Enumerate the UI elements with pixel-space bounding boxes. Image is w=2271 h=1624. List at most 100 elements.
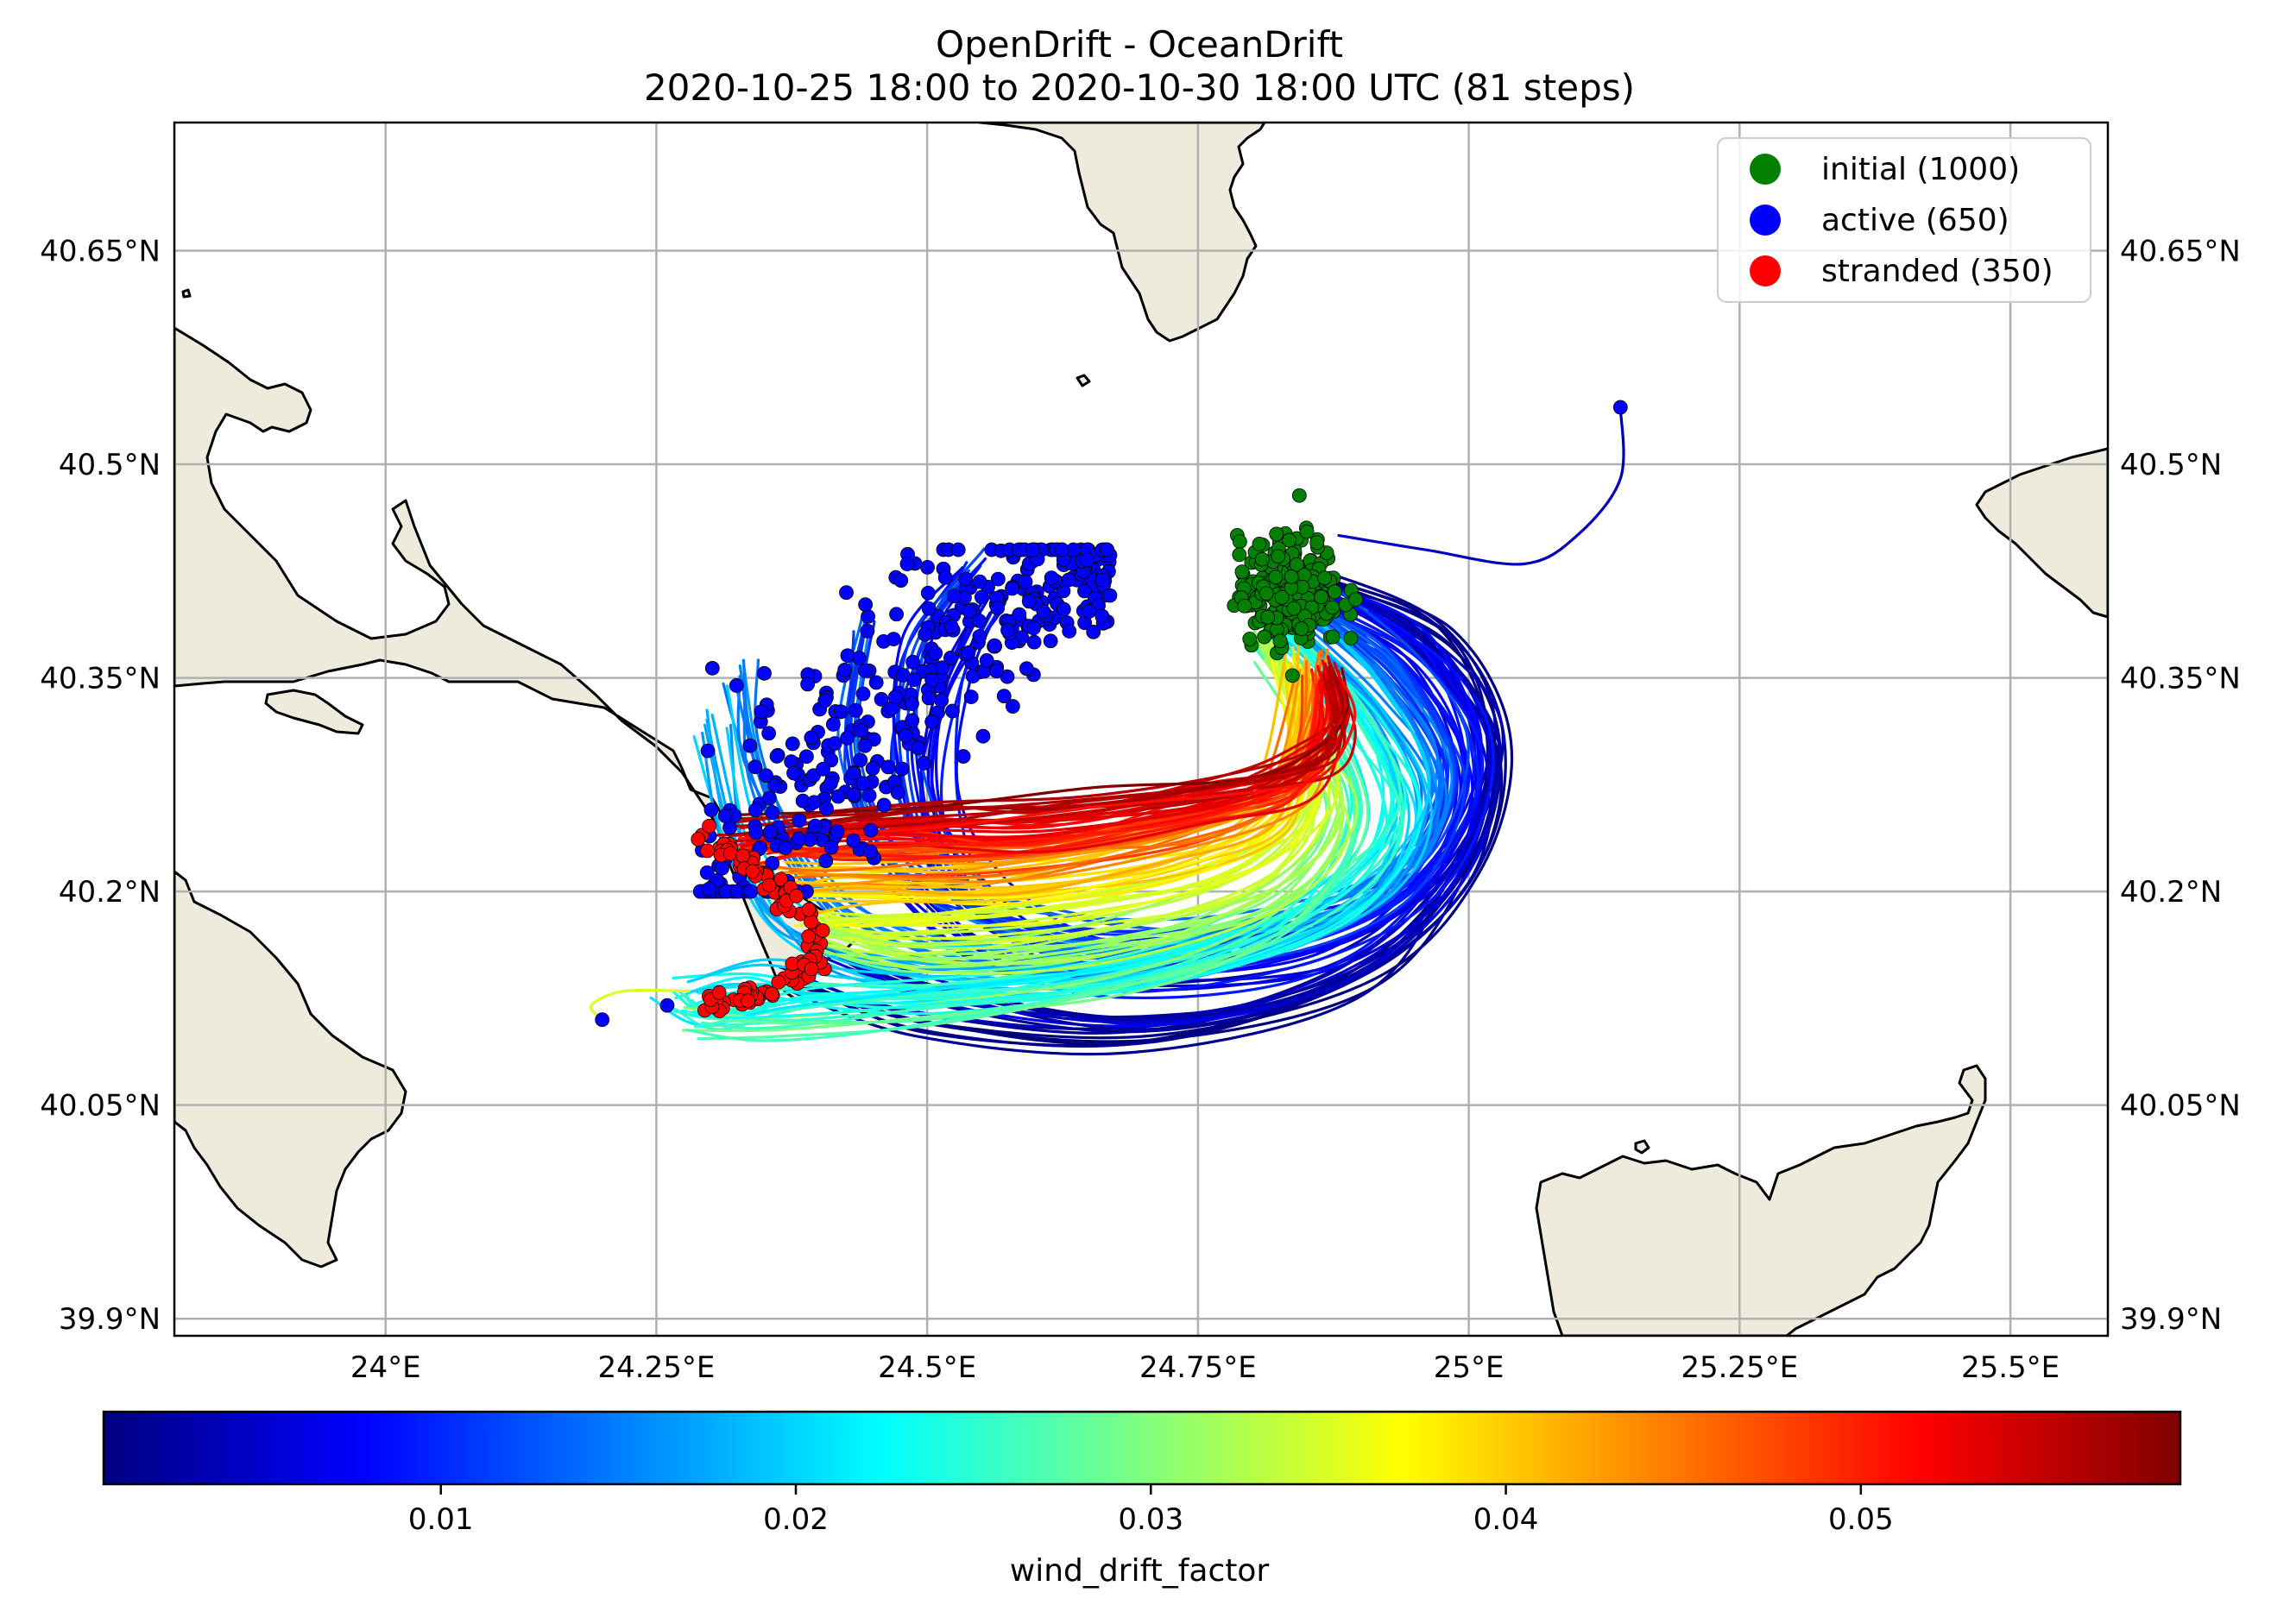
particle-active-383 — [893, 573, 909, 589]
particle-active-265 — [857, 663, 873, 678]
colorbar-tick-label-3: 0.04 — [1473, 1502, 1539, 1537]
particle-active-377 — [786, 765, 801, 781]
particle-active-339 — [700, 743, 716, 758]
figure-title: OpenDrift - OceanDrift — [936, 23, 1343, 66]
lat-tick-label-right-3: 40.2°N — [2120, 875, 2222, 910]
particle-active-113 — [762, 790, 777, 806]
particle-active-361 — [860, 623, 875, 639]
particle-initial-254 — [1237, 598, 1252, 614]
particle-active-406 — [808, 818, 823, 834]
colorbar-ticks: 0.01 0.02 0.03 0.04 0.05 — [408, 1484, 1894, 1537]
particle-initial-245 — [1260, 609, 1276, 625]
particle-active-182 — [765, 805, 780, 821]
particle-initial-229 — [1289, 557, 1304, 572]
particle-active-outlier-1 — [595, 1012, 610, 1028]
particle-active-354 — [894, 761, 910, 777]
legend-label-active: active (650) — [1821, 203, 2009, 238]
particle-active-250 — [748, 759, 763, 775]
particle-active-305 — [947, 589, 962, 604]
particle-active-268 — [804, 730, 819, 746]
particle-stranded-47 — [804, 914, 818, 929]
lon-tick-label-1: 24.25°E — [598, 1350, 716, 1385]
latitude-ticks-left: 40.65°N 40.5°N 40.35°N 40.2°N 40.05°N 39.9°N — [40, 235, 161, 1338]
particle-initial-235 — [1272, 633, 1288, 649]
particle-initial-146 — [1325, 629, 1341, 645]
particle-active-45 — [853, 752, 868, 768]
legend-box — [1717, 137, 2091, 303]
trajectory-line-96 — [705, 638, 1370, 1025]
particle-active-229 — [889, 607, 904, 622]
particle-active-417 — [990, 601, 1006, 616]
particle-active-350 — [759, 768, 773, 784]
land-northwest-mainland — [174, 326, 856, 1003]
particle-initial-249 — [1232, 547, 1247, 563]
particle-active-31 — [748, 803, 763, 818]
particle-active-304 — [972, 629, 987, 644]
particle-active-411 — [890, 785, 905, 800]
particle-active-398 — [800, 677, 816, 692]
particle-active-288 — [963, 689, 979, 705]
particle-active-332 — [958, 571, 973, 587]
ocean-background — [174, 123, 2108, 1336]
particle-active-365 — [846, 787, 861, 803]
particle-initial-211 — [1252, 536, 1267, 551]
particle-stranded-27 — [745, 864, 760, 879]
particle-stranded-94 — [741, 993, 755, 1009]
particle-stranded-26 — [773, 872, 788, 887]
particle-active-298 — [974, 589, 989, 605]
particle-initial-255 — [1271, 549, 1286, 564]
particle-active-118 — [761, 726, 777, 741]
particle-active-343 — [753, 840, 768, 855]
particle-active-246 — [817, 693, 833, 708]
particle-active-235 — [1021, 594, 1037, 609]
trajectory-line-88 — [649, 633, 1371, 1027]
particle-active-10 — [868, 675, 884, 690]
lat-tick-label-right-2: 40.35°N — [2120, 662, 2241, 696]
trajectory-line-186 — [735, 679, 1339, 828]
particle-active-330 — [1094, 572, 1110, 588]
particle-active-166 — [729, 678, 744, 693]
particle-active-311 — [855, 776, 871, 791]
particle-active-257 — [1077, 583, 1092, 599]
colorbar-tick-label-4: 0.05 — [1828, 1502, 1894, 1537]
figure-subtitle: 2020-10-25 18:00 to 2020-10-30 18:00 UTC… — [644, 66, 1635, 109]
colorbar: 0.01 0.02 0.03 0.04 0.05 wind_drift_factor — [102, 1410, 2182, 1589]
lat-tick-label-right-1: 40.5°N — [2120, 448, 2222, 482]
land-islet-1 — [264, 689, 364, 735]
particle-active-355 — [830, 824, 845, 840]
lon-tick-label-2: 24.5°E — [878, 1350, 976, 1385]
particle-active-371 — [837, 662, 853, 677]
particle-initial-97 — [1343, 631, 1359, 646]
trajectory-line-187 — [728, 672, 1346, 837]
lat-tick-label-right-5: 39.9°N — [2120, 1302, 2222, 1337]
legend: initial (1000) active (650) stranded (35… — [1717, 137, 2091, 303]
particle-active-260 — [823, 840, 839, 855]
particle-active-379 — [769, 749, 785, 764]
particle-active-381 — [1056, 601, 1071, 617]
particle-active-351 — [754, 704, 769, 720]
particle-stranded-23 — [735, 848, 751, 864]
lat-tick-label-right-0: 40.65°N — [2120, 235, 2241, 269]
particle-active-367 — [898, 727, 913, 743]
particle-stranded-10 — [700, 843, 715, 859]
lat-tick-label-left-0: 40.65°N — [40, 235, 161, 269]
particle-initial-227 — [1269, 526, 1284, 542]
particle-initial-239 — [1296, 568, 1312, 582]
particle-stranded-97 — [711, 985, 727, 1000]
particle-active-171 — [906, 672, 922, 688]
particle-active-358 — [1061, 572, 1076, 588]
particle-active-349 — [979, 653, 994, 668]
particle-stranded-4 — [691, 832, 706, 847]
particle-active-353 — [1043, 633, 1058, 649]
particle-active-169 — [861, 788, 877, 803]
particle-stranded-69 — [804, 961, 819, 977]
particle-active-400 — [743, 884, 759, 899]
particle-active-202 — [996, 689, 1012, 704]
particle-stranded-64 — [771, 974, 786, 990]
particle-stranded-53 — [801, 928, 817, 944]
particle-initial-197 — [1325, 600, 1341, 615]
particle-active-403 — [816, 761, 830, 777]
particle-active-88 — [792, 813, 807, 828]
particle-active-369 — [717, 808, 733, 823]
